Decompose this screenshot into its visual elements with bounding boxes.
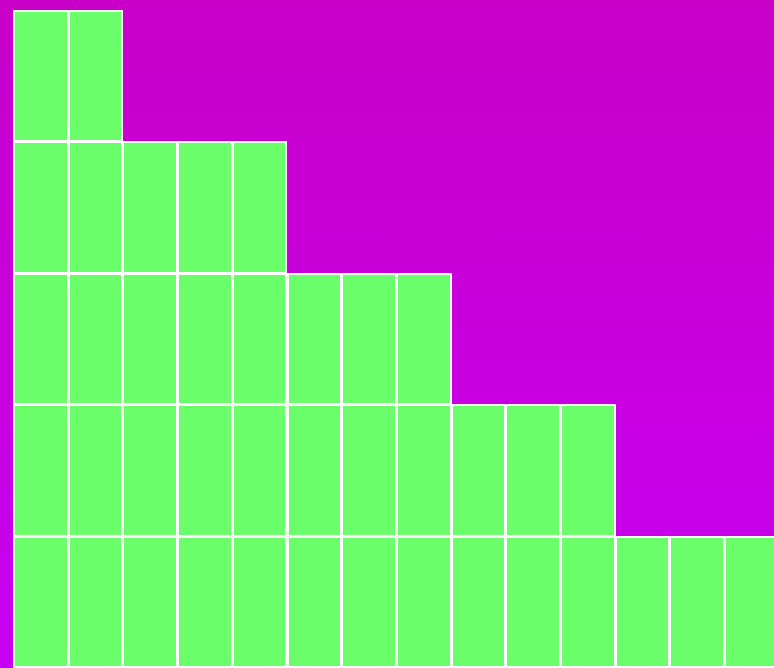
block-tile[interactable] xyxy=(286,272,343,406)
block-tile[interactable] xyxy=(395,272,452,406)
block-tile[interactable] xyxy=(177,535,233,668)
block-tile[interactable] xyxy=(341,272,397,406)
block-tile[interactable] xyxy=(67,535,124,668)
block-tile[interactable] xyxy=(231,404,288,537)
block-tile[interactable] xyxy=(67,404,124,537)
block-tile[interactable] xyxy=(177,272,233,406)
block-tile[interactable] xyxy=(122,535,179,668)
block-tile[interactable] xyxy=(177,141,233,274)
block-tile[interactable] xyxy=(505,404,561,537)
block-tile[interactable] xyxy=(177,404,233,537)
block-tile[interactable] xyxy=(122,272,179,406)
block-tile[interactable] xyxy=(450,404,507,537)
block-tile[interactable] xyxy=(286,535,343,668)
block-tile[interactable] xyxy=(395,404,452,537)
block-tile[interactable] xyxy=(560,404,616,537)
block-tile[interactable] xyxy=(13,272,69,406)
block-tile[interactable] xyxy=(13,404,69,537)
block-tile[interactable] xyxy=(231,141,288,274)
block-tile[interactable] xyxy=(505,535,561,668)
block-tile[interactable] xyxy=(67,10,124,143)
block-tile[interactable] xyxy=(341,535,397,668)
block-tile[interactable] xyxy=(231,535,288,668)
block-tile[interactable] xyxy=(341,404,397,537)
block-tile[interactable] xyxy=(395,535,452,668)
block-tile[interactable] xyxy=(122,141,179,274)
block-tile[interactable] xyxy=(122,404,179,537)
block-tile[interactable] xyxy=(13,10,69,143)
block-tile[interactable] xyxy=(13,141,69,274)
block-tile[interactable] xyxy=(231,272,288,406)
block-tile[interactable] xyxy=(614,535,671,668)
block-tile[interactable] xyxy=(67,272,124,406)
block-tile[interactable] xyxy=(669,535,726,668)
block-tile[interactable] xyxy=(286,404,343,537)
block-tile[interactable] xyxy=(13,535,69,668)
block-tile[interactable] xyxy=(67,141,124,274)
block-tile[interactable] xyxy=(450,535,507,668)
block-tile[interactable] xyxy=(560,535,616,668)
block-tile[interactable] xyxy=(724,535,774,668)
